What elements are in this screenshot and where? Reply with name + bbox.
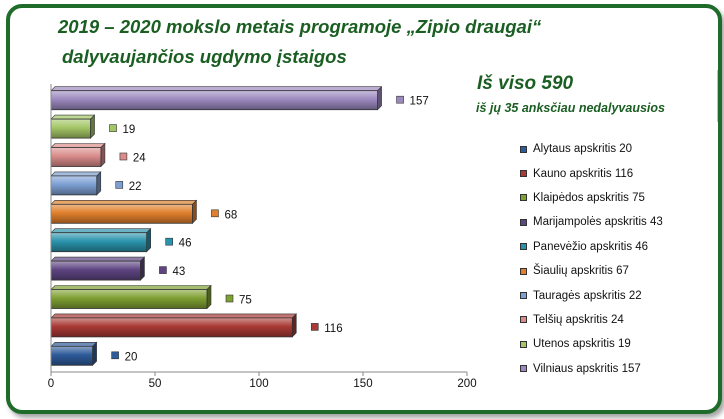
bar-top-face [50,143,106,148]
data-label-marker [396,95,404,104]
bar [50,289,208,309]
bar [50,317,293,338]
bar-top-face [50,285,212,290]
legend-item: Tauragės apskritis 22 [520,283,710,307]
data-label-marker [109,124,117,132]
chart-title-line-1: 2019 – 2020 mokslo metais programoje „Zi… [58,16,542,37]
bar-side-face [146,227,151,253]
data-label: 46 [179,238,192,250]
bar-top-face [50,256,146,262]
legend-swatch [520,145,527,153]
x-axis: 0 50 100 150 200 [48,84,477,390]
total-sublabel: iš jų 35 anksčiau nedalyvausios [476,101,665,115]
bar [50,203,193,224]
bar [50,232,148,253]
legend-item: Klaipėdos apskritis 75 [520,186,710,210]
data-label-marker [119,152,128,161]
data-label: 22 [129,181,142,193]
legend-label: Šiaulių apskritis 67 [533,265,629,278]
data-label-marker [115,181,124,189]
legend-label: Kauno apskritis 116 [533,167,634,180]
legend-item: Marijampolės apskritis 43 [520,210,710,234]
legend-swatch [520,194,527,202]
bar-top-face [50,114,96,120]
legend-swatch [520,267,527,275]
legend-item: Utenos apskritis 19 [520,332,710,356]
legend-item: Šiaulių apskritis 67 [520,259,710,283]
bar-top-face [50,171,102,177]
legend-item: Vilniaus apskritis 157 [520,357,710,381]
legend-swatch [520,316,527,324]
bar-side-face [100,142,106,168]
bar-side-face [92,341,97,367]
bar [50,260,141,281]
bar [50,90,378,111]
data-label: 157 [410,96,429,108]
legend-label: Klaipėdos apskritis 75 [533,191,645,204]
bar-side-face [192,199,197,225]
legend-item: Alytaus apskritis 20 [520,137,710,161]
legend-label: Utenos apskritis 19 [533,338,631,351]
legend-swatch [520,218,527,226]
legend-label: Marijampolės apskritis 43 [533,216,663,229]
data-label-marker [111,351,119,360]
legend-label: Panevėžio apskritis 46 [533,240,649,253]
bar-top-face [50,313,298,319]
bar [50,147,102,167]
legend-swatch [520,292,527,300]
legend-item: Kauno apskritis 116 [520,161,710,185]
legend-swatch [520,340,527,348]
data-label: 68 [224,209,237,221]
bar [50,118,91,139]
bars-layer: 20 116 75 43 46 68 22 24 19 157 [50,85,429,367]
divider [717,70,718,122]
x-tick-label: 100 [249,378,268,390]
legend-label: Telšių apskritis 24 [533,313,624,326]
legend-label: Vilniaus apskritis 157 [533,362,641,375]
data-label: 24 [133,153,146,165]
legend: Alytaus apskritis 20 Kauno apskritis 116 K… [520,137,710,381]
data-label: 19 [123,124,136,136]
data-label-marker [165,237,173,246]
bar-top-face [50,86,383,91]
data-label: 20 [125,351,138,363]
data-label: 75 [239,295,252,307]
bar-side-face [140,256,145,281]
legend-label: Tauragės apskritis 22 [533,289,642,302]
legend-item: Telšių apskritis 24 [520,308,710,332]
x-tick-label: 150 [353,378,372,390]
bar-side-face [291,313,297,338]
legend-item: Panevėžio apskritis 46 [520,235,710,259]
bar-top-face [50,341,98,347]
data-label: 43 [172,266,185,278]
legend-swatch [520,243,527,251]
total-label: Iš viso 590 [477,73,574,94]
bar [50,345,93,366]
bar-top-face [50,200,198,205]
data-label-marker [211,209,219,218]
legend-label: Alytaus apskritis 20 [533,143,633,156]
bar-side-face [206,284,212,310]
x-tick-label: 200 [457,378,476,390]
data-label-marker [159,266,167,274]
bar-top-face [50,228,152,233]
data-label-marker [310,323,319,331]
bar-side-face [377,85,382,111]
bar-side-face [90,114,95,139]
legend-swatch [520,365,527,373]
x-tick-label: 0 [48,378,54,390]
data-label-marker [225,294,234,303]
bar [50,175,98,196]
data-label: 116 [324,323,342,335]
legend-swatch [520,170,527,178]
x-tick-label: 50 [149,378,162,390]
chart-title-line-2: dalyvaujančios ugdymo įstaigos [62,46,347,67]
bar-side-face [96,171,102,196]
